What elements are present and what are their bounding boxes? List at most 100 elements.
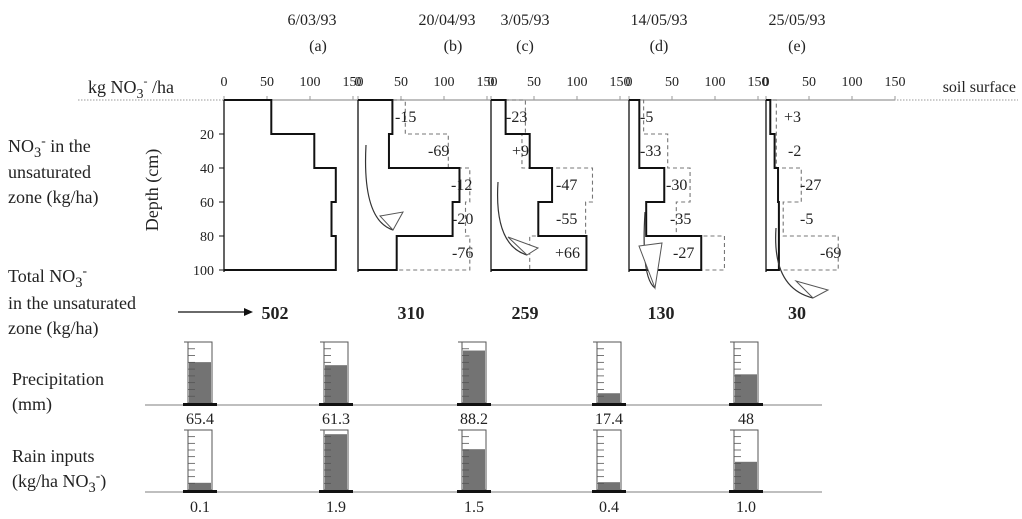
change-label: -35 [670, 211, 691, 228]
date-label: 6/03/93 [288, 12, 337, 29]
x-tick-label: 0 [488, 75, 495, 90]
gauge-base [592, 403, 626, 406]
x-tick-label: 150 [748, 75, 769, 90]
leaching-arrowhead [794, 280, 830, 299]
precipitation-gauge-fill [189, 362, 211, 403]
panel-letter: (b) [444, 38, 463, 55]
previous-profile-line [766, 99, 839, 271]
unsat-label-line-1: NO3- in the [8, 133, 91, 161]
change-label: +66 [555, 245, 580, 262]
precipitation-gauge-fill [735, 374, 757, 403]
change-label: -15 [395, 109, 416, 126]
change-label: -2 [788, 143, 801, 160]
precipitation-label-line-2: (mm) [12, 394, 52, 415]
x-tick-label: 150 [477, 75, 498, 90]
leaching-arrow-line [775, 227, 814, 299]
total-label-line-1: Total NO3- [8, 263, 87, 291]
rain-input-value: 0.4 [599, 499, 619, 516]
y-tick-label: 100 [193, 264, 214, 279]
x-tick-label: 100 [300, 75, 321, 90]
y-tick-label: 20 [200, 128, 214, 143]
precipitation-value: 65.4 [186, 411, 214, 428]
rain-input-gauge-fill [463, 449, 485, 490]
soil-surface-label: soil surface [943, 79, 1016, 96]
gauge-base [457, 490, 491, 493]
change-label: -20 [452, 211, 473, 228]
change-label: -12 [451, 177, 472, 194]
precipitation-value: 61.3 [322, 411, 350, 428]
change-label: -27 [800, 177, 821, 194]
gauge-base [729, 403, 763, 406]
date-label: 20/04/93 [419, 12, 476, 29]
x-tick-label: 0 [355, 75, 362, 90]
change-label: +3 [784, 109, 801, 126]
x-tick-label: 150 [885, 75, 906, 90]
total-label-line-2: in the unsaturated [8, 293, 136, 313]
gauge-tube [596, 341, 622, 404]
leaching-arrowhead [507, 236, 540, 256]
gauge-base [183, 403, 217, 406]
change-label: -30 [666, 177, 687, 194]
total-label-line-3: zone (kg/ha) [8, 318, 98, 339]
date-label: 3/05/93 [501, 12, 550, 29]
rain-input-value: 1.0 [736, 499, 756, 516]
gauge-base [457, 403, 491, 406]
panel-letter: (e) [788, 38, 806, 55]
date-label: 14/05/93 [631, 12, 688, 29]
profile-line [629, 99, 703, 271]
panel-letter: (a) [309, 38, 327, 55]
change-label: -47 [556, 177, 577, 194]
x-tick-label: 100 [842, 75, 863, 90]
rain-input-gauge-fill [325, 434, 347, 490]
unsat-label-line-3: zone (kg/ha) [8, 187, 98, 208]
gauge-tube [596, 429, 622, 491]
x-tick-label: 100 [567, 75, 588, 90]
unsat-label-line-2: unsaturated [8, 162, 91, 182]
change-label: -27 [673, 245, 694, 262]
gauge-base [183, 490, 217, 493]
total-value: 502 [262, 303, 289, 323]
y-axis-label: Depth (cm) [142, 149, 163, 231]
change-label: -76 [452, 245, 473, 262]
change-label: -69 [820, 245, 841, 262]
change-label: -5 [800, 211, 813, 228]
rain-input-value: 0.1 [190, 499, 210, 516]
y-tick-label: 60 [200, 196, 214, 211]
x-tick-label: 150 [343, 75, 364, 90]
total-value: 30 [788, 303, 806, 323]
x-tick-label: 50 [260, 75, 274, 90]
gauge-base [319, 403, 353, 406]
profile-line [491, 99, 588, 271]
precipitation-gauge-fill [463, 350, 485, 403]
precipitation-gauge-fill [325, 365, 347, 403]
change-label: -55 [556, 211, 577, 228]
leaching-arrowhead [379, 211, 404, 231]
total-pointer-head [244, 308, 253, 316]
precipitation-gauge-fill [598, 393, 620, 403]
rain-input-gauge-fill [598, 482, 620, 490]
change-label: -5 [640, 109, 653, 126]
profile-line [766, 99, 780, 271]
profile-line [224, 99, 337, 271]
panel-letter: (d) [650, 38, 669, 55]
y-tick-label: 40 [200, 162, 214, 177]
x-tick-label: 50 [802, 75, 816, 90]
change-label: -23 [506, 109, 527, 126]
rain-input-value: 1.5 [464, 499, 484, 516]
x-tick-label: 150 [610, 75, 631, 90]
change-label: +9 [512, 143, 529, 160]
x-tick-label: 0 [626, 75, 633, 90]
gauge-base [592, 490, 626, 493]
leaching-arrow-line [364, 144, 394, 231]
x-tick-label: 100 [434, 75, 455, 90]
rain-input-gauge-fill [735, 461, 757, 490]
x-tick-label: 50 [527, 75, 541, 90]
previous-profile-line [358, 99, 471, 271]
x-tick-label: 0 [221, 75, 228, 90]
date-label: 25/05/93 [769, 12, 826, 29]
precipitation-value: 17.4 [595, 411, 623, 428]
y-tick-label: 80 [200, 230, 214, 245]
total-value: 130 [648, 303, 675, 323]
previous-profile-line [629, 99, 726, 271]
